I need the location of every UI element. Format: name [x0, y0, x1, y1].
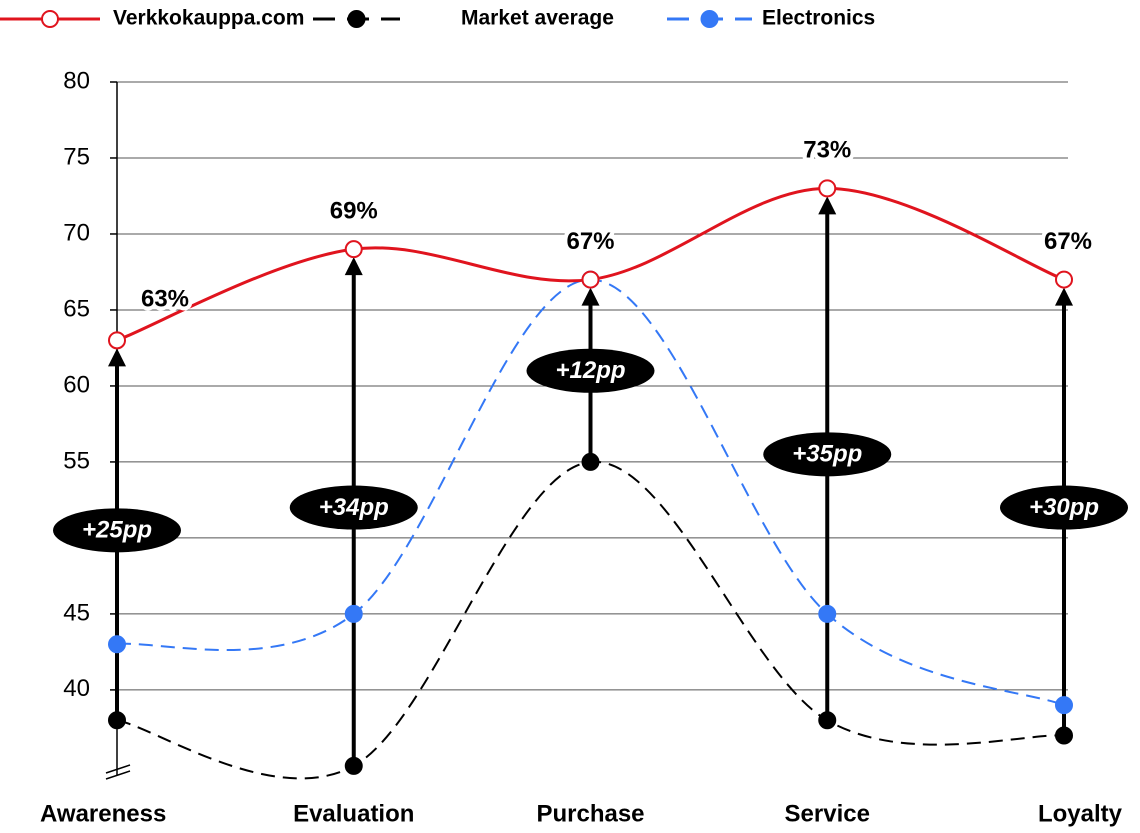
marker	[581, 270, 600, 289]
gap-bubble	[289, 485, 418, 530]
marker	[818, 604, 837, 623]
gap-label: +35pp	[792, 441, 862, 468]
marker	[818, 711, 837, 730]
legend-marker	[347, 10, 366, 28]
arrow-head	[108, 348, 126, 367]
marker	[344, 240, 363, 259]
gap-label: +25pp	[82, 517, 152, 544]
marker	[818, 179, 837, 198]
gap-label: +34pp	[319, 494, 389, 521]
marker	[344, 604, 363, 623]
value-label: 67%	[566, 228, 614, 255]
y-tick-label: 80	[63, 67, 90, 94]
arrow-head	[344, 257, 363, 276]
legend-marker	[700, 10, 719, 28]
value-label: 69%	[330, 198, 378, 225]
marker	[1055, 696, 1073, 715]
value-label: 67%	[1044, 228, 1092, 255]
axis-break	[105, 764, 131, 774]
gap-label: +30pp	[1029, 494, 1099, 521]
gap-bubble	[763, 432, 892, 477]
arrow-head	[581, 287, 600, 306]
y-tick-label: 55	[63, 447, 90, 474]
arrow-head	[818, 196, 837, 215]
legend-marker	[41, 10, 59, 28]
gap-bubble	[526, 348, 655, 393]
marker	[1055, 726, 1073, 745]
marker	[108, 711, 126, 730]
y-tick-label: 60	[63, 371, 90, 398]
gap-bubble	[1000, 485, 1128, 530]
value-label: 63%	[141, 286, 189, 313]
arrow-head	[1055, 287, 1073, 306]
x-tick-label: Purchase	[536, 800, 644, 827]
x-tick-label: Awareness	[40, 800, 166, 827]
gap-label: +12pp	[555, 357, 625, 384]
marker	[581, 452, 600, 471]
y-tick-label: 75	[63, 143, 90, 170]
axis-break	[105, 770, 131, 780]
series-line	[116, 460, 1065, 780]
x-tick-label: Evaluation	[293, 800, 414, 827]
y-tick-label: 45	[63, 599, 90, 626]
value-label: 73%	[803, 137, 851, 164]
y-tick-label: 65	[63, 295, 90, 322]
marker	[108, 635, 126, 654]
y-tick-label: 40	[63, 675, 90, 702]
marker	[344, 756, 363, 775]
legend-label: Verkkokauppa.com	[113, 7, 304, 30]
x-tick-label: Service	[785, 800, 870, 827]
marker	[1055, 270, 1073, 289]
marker	[108, 331, 126, 350]
gap-bubble	[53, 508, 181, 553]
legend-label: Market average	[461, 7, 614, 30]
legend-label: Electronics	[762, 7, 875, 30]
y-tick-label: 70	[63, 219, 90, 246]
x-tick-label: Loyalty	[1038, 800, 1123, 827]
